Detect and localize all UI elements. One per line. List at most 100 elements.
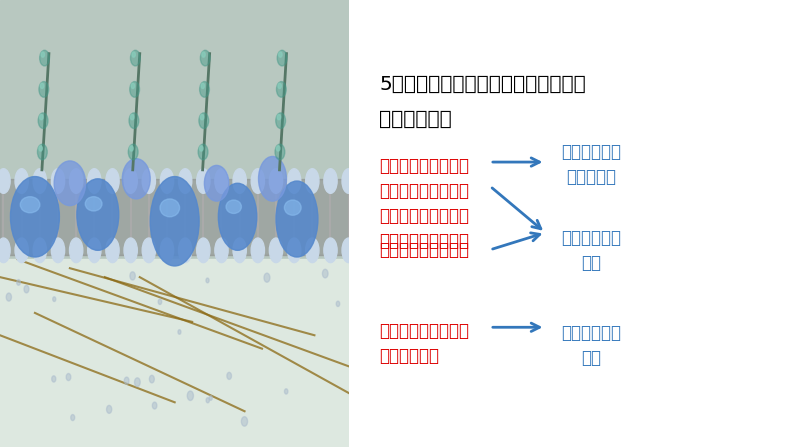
Ellipse shape (15, 169, 29, 193)
Ellipse shape (129, 146, 133, 151)
Ellipse shape (342, 238, 355, 262)
Ellipse shape (233, 238, 246, 262)
Ellipse shape (259, 156, 287, 201)
Ellipse shape (131, 83, 135, 89)
Ellipse shape (187, 391, 194, 401)
Ellipse shape (130, 272, 135, 280)
Ellipse shape (132, 52, 135, 57)
Ellipse shape (130, 51, 141, 66)
Text: 控制物质进出
细胞: 控制物质进出 细胞 (561, 229, 622, 272)
Ellipse shape (276, 146, 280, 151)
Text: 磷脂双分子层内部具
有疏水性，水溶性分
子或离子不能自由通
过，具有屏障作用。: 磷脂双分子层内部具 有疏水性，水溶性分 子或离子不能自由通 过，具有屏障作用。 (380, 157, 469, 250)
Ellipse shape (17, 279, 21, 285)
Ellipse shape (52, 376, 56, 382)
Ellipse shape (276, 181, 318, 257)
Ellipse shape (158, 299, 162, 304)
Ellipse shape (233, 169, 246, 193)
Ellipse shape (106, 238, 119, 262)
Ellipse shape (71, 414, 75, 421)
Ellipse shape (179, 169, 192, 193)
Ellipse shape (201, 83, 205, 89)
Ellipse shape (324, 169, 337, 193)
Ellipse shape (39, 146, 42, 151)
Ellipse shape (215, 238, 228, 262)
Ellipse shape (202, 52, 205, 57)
Ellipse shape (277, 114, 280, 120)
Ellipse shape (160, 238, 174, 262)
Ellipse shape (54, 161, 86, 206)
Ellipse shape (275, 144, 285, 160)
Polygon shape (0, 0, 349, 259)
Ellipse shape (278, 83, 281, 89)
Ellipse shape (52, 238, 64, 262)
Ellipse shape (227, 372, 232, 380)
Ellipse shape (33, 238, 47, 262)
Ellipse shape (277, 51, 287, 66)
Ellipse shape (269, 238, 283, 262)
Text: 将细胞与外界
环境分隔开: 将细胞与外界 环境分隔开 (561, 143, 622, 186)
Ellipse shape (0, 169, 10, 193)
Ellipse shape (33, 169, 47, 193)
Ellipse shape (6, 293, 11, 301)
Ellipse shape (306, 238, 319, 262)
Ellipse shape (21, 197, 40, 213)
Ellipse shape (251, 169, 264, 193)
Ellipse shape (149, 375, 154, 383)
Ellipse shape (87, 169, 101, 193)
Ellipse shape (226, 200, 241, 214)
Ellipse shape (40, 83, 44, 89)
Text: 在膜的外表还有糖类
分子形成糖被: 在膜的外表还有糖类 分子形成糖被 (380, 322, 469, 365)
Ellipse shape (287, 238, 301, 262)
Ellipse shape (87, 238, 101, 262)
Ellipse shape (251, 238, 264, 262)
Ellipse shape (40, 114, 43, 120)
Ellipse shape (129, 82, 140, 97)
Text: 请具体分析？: 请具体分析？ (380, 110, 452, 129)
Text: 细胞间的信息
交流: 细胞间的信息 交流 (561, 324, 622, 367)
Ellipse shape (66, 374, 71, 380)
Ellipse shape (215, 169, 228, 193)
Ellipse shape (197, 169, 210, 193)
Ellipse shape (199, 82, 210, 97)
Ellipse shape (150, 177, 199, 266)
Ellipse shape (38, 113, 48, 129)
Ellipse shape (322, 269, 328, 278)
Polygon shape (0, 179, 349, 255)
Ellipse shape (0, 238, 10, 262)
Ellipse shape (24, 285, 29, 293)
Ellipse shape (324, 238, 337, 262)
Ellipse shape (85, 197, 102, 211)
Ellipse shape (52, 297, 56, 301)
Ellipse shape (15, 238, 29, 262)
Ellipse shape (264, 273, 270, 282)
Ellipse shape (106, 169, 119, 193)
Ellipse shape (124, 238, 137, 262)
Ellipse shape (276, 82, 287, 97)
Text: 5、细胞膜的结构与功能是相适应的。: 5、细胞膜的结构与功能是相适应的。 (380, 75, 586, 94)
Ellipse shape (204, 165, 229, 201)
Ellipse shape (142, 169, 156, 193)
Ellipse shape (287, 169, 301, 193)
Ellipse shape (197, 238, 210, 262)
Ellipse shape (198, 144, 208, 160)
Ellipse shape (129, 144, 138, 160)
Ellipse shape (160, 169, 174, 193)
Ellipse shape (70, 169, 83, 193)
Ellipse shape (276, 113, 286, 129)
Ellipse shape (279, 52, 282, 57)
Ellipse shape (142, 238, 156, 262)
Ellipse shape (10, 177, 60, 257)
Text: 流动镶嵌模型: 流动镶嵌模型 (160, 371, 241, 391)
Ellipse shape (106, 405, 112, 413)
Ellipse shape (125, 377, 129, 384)
Ellipse shape (241, 417, 248, 426)
Ellipse shape (37, 144, 47, 160)
Ellipse shape (41, 52, 44, 57)
Ellipse shape (178, 330, 181, 334)
Ellipse shape (134, 378, 141, 387)
Ellipse shape (342, 169, 355, 193)
Ellipse shape (130, 114, 134, 120)
Ellipse shape (124, 169, 137, 193)
Ellipse shape (206, 398, 210, 403)
Ellipse shape (306, 169, 319, 193)
